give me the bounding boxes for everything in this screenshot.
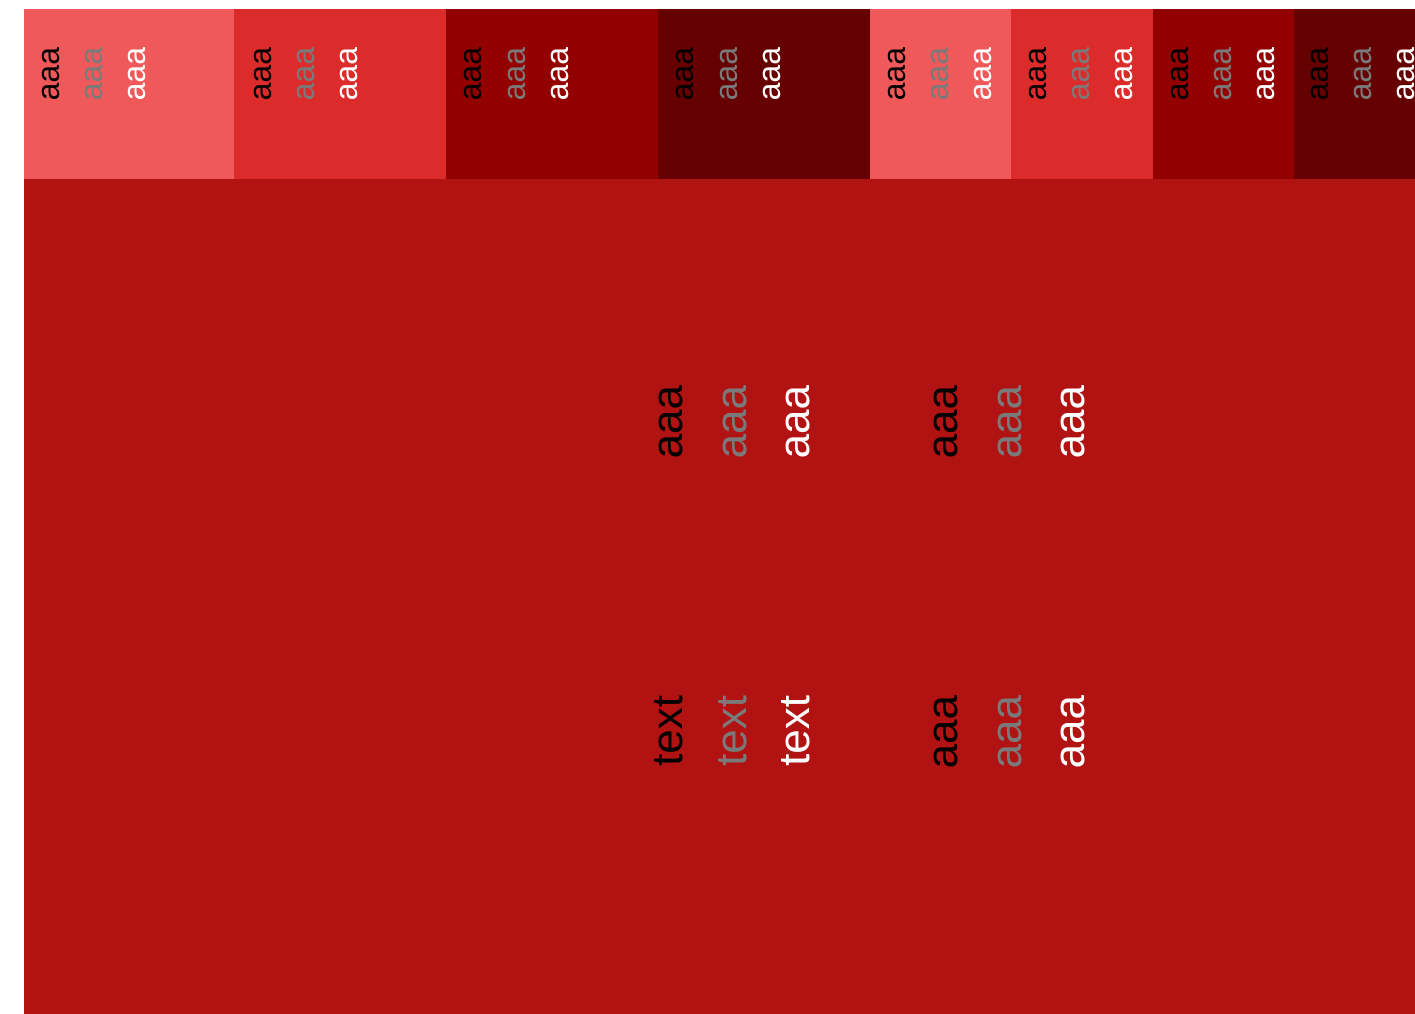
swatch-7-gray-text: aaa [1202, 47, 1238, 101]
swatch-5-black-text: aaa [876, 47, 912, 101]
swatch-1-white-text: aaa [116, 47, 152, 101]
swatch-4: aaa aaa aaa [658, 9, 870, 179]
sample-row2-left-black: text [643, 695, 692, 766]
swatch-3-black-text: aaa [452, 47, 488, 101]
sample-row2-left-white: text [770, 695, 819, 766]
swatch-row: aaa aaa aaa aaa aaa aaa aaa aaa aaa aaa … [24, 9, 1415, 179]
sample-row1-left-gray: aaa [707, 385, 756, 459]
swatch-5-gray-text: aaa [919, 47, 955, 101]
sample-row1-right-black: aaa [918, 385, 967, 459]
swatch-7-white-text: aaa [1245, 47, 1281, 101]
sample-row2-right-white: aaa [1045, 695, 1094, 769]
swatch-6-white-text: aaa [1103, 47, 1139, 101]
sample-row2-right-black: aaa [918, 695, 967, 769]
swatch-1-black-text: aaa [30, 47, 66, 101]
swatch-1: aaa aaa aaa [24, 9, 234, 179]
swatch-3: aaa aaa aaa [446, 9, 658, 179]
swatch-2-gray-text: aaa [285, 47, 321, 101]
swatch-4-black-text: aaa [664, 47, 700, 101]
swatch-3-gray-text: aaa [496, 47, 532, 101]
red-canvas: aaa aaa aaa aaa aaa aaa aaa aaa aaa aaa … [24, 9, 1415, 1014]
swatch-8-gray-text: aaa [1342, 47, 1378, 101]
swatch-6-black-text: aaa [1017, 47, 1053, 101]
sample-row1-left-white: aaa [770, 385, 819, 459]
swatch-3-white-text: aaa [539, 47, 575, 101]
swatch-2-black-text: aaa [242, 47, 278, 101]
swatch-5-white-text: aaa [962, 47, 998, 101]
swatch-2-white-text: aaa [328, 47, 364, 101]
swatch-7: aaa aaa aaa [1153, 9, 1294, 179]
sample-row2-left-gray: text [707, 695, 756, 766]
swatch-8: aaa aaa aaa [1294, 9, 1415, 179]
swatch-7-black-text: aaa [1159, 47, 1195, 101]
swatch-5: aaa aaa aaa [870, 9, 1011, 179]
sample-row2-right-gray: aaa [982, 695, 1031, 769]
sample-row1-left-black: aaa [643, 385, 692, 459]
swatch-4-gray-text: aaa [708, 47, 744, 101]
swatch-1-gray-text: aaa [73, 47, 109, 101]
sample-row1-right-white: aaa [1045, 385, 1094, 459]
sample-row1-right-gray: aaa [982, 385, 1031, 459]
swatch-8-white-text: aaa [1385, 47, 1415, 101]
swatch-8-black-text: aaa [1299, 47, 1335, 101]
swatch-2: aaa aaa aaa [234, 9, 446, 179]
swatch-6: aaa aaa aaa [1011, 9, 1153, 179]
swatch-6-gray-text: aaa [1060, 47, 1096, 101]
swatch-4-white-text: aaa [751, 47, 787, 101]
